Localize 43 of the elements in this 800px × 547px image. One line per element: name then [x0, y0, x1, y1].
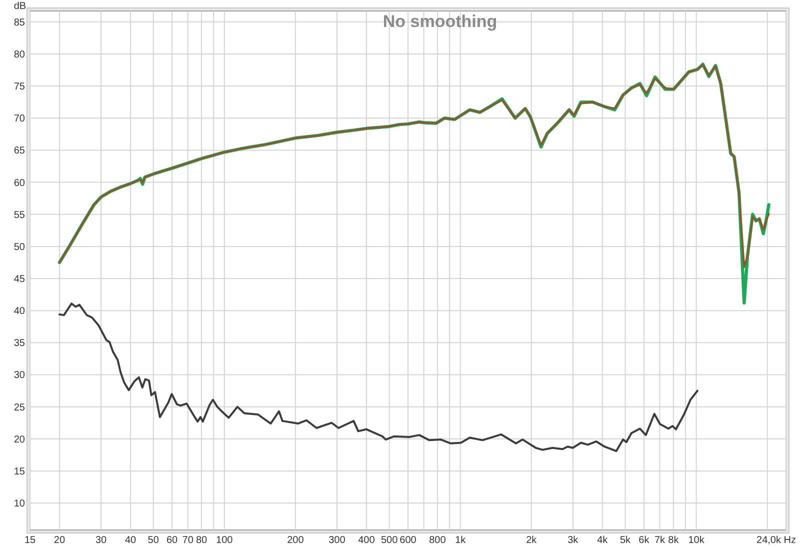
x-tick-label: 500 [380, 535, 398, 546]
x-tick-label: 300 [328, 535, 346, 546]
y-tick-label: 85 [14, 17, 26, 28]
x-tick-label: 400 [358, 535, 376, 546]
x-tick-label: 60 [166, 535, 178, 546]
y-tick-label: 50 [14, 242, 26, 253]
chart-title: No smoothing [382, 12, 498, 31]
y-tick-label: 70 [14, 114, 26, 125]
x-tick-label: 5k [620, 535, 632, 546]
x-tick-label: 2k [526, 535, 538, 546]
y-tick-label: 65 [14, 146, 26, 157]
x-tick-label: 10k [688, 535, 706, 546]
x-tick-label: 50 [148, 535, 160, 546]
y-tick-label: 80 [14, 49, 26, 60]
x-tick-label: 6k [638, 535, 650, 546]
x-tick-label: 4k [597, 535, 609, 546]
y-tick-label: 25 [14, 402, 26, 414]
y-tick-label: 15 [14, 466, 26, 478]
y-tick-label: 35 [14, 338, 26, 350]
x-tick-label: 80 [196, 535, 208, 546]
y-tick-label: 20 [14, 434, 26, 446]
y-tick-label: 30 [14, 370, 26, 382]
y-axis-title: dB [14, 1, 26, 12]
x-tick-label: 600 [400, 535, 417, 546]
y-tick-label: 60 [14, 178, 26, 189]
x-tick-label: 20 [54, 535, 66, 546]
x-tick-label: 8k [668, 535, 680, 546]
x-tick-label: 3k [568, 535, 580, 546]
x-tick-label: 40 [124, 535, 137, 546]
x-tick-label: 100 [216, 535, 234, 546]
y-tick-label: 55 [14, 210, 26, 221]
x-tick-label: 200 [287, 535, 304, 546]
x-tick-label: 1k [455, 535, 467, 546]
y-tick-label: 40 [14, 306, 26, 318]
x-tick-label: 24,0k Hz [756, 535, 796, 546]
x-tick-label: 15 [24, 535, 36, 546]
y-tick-label: 75 [14, 82, 26, 93]
x-tick-label: 7k [654, 535, 666, 546]
x-tick-label: 30 [95, 535, 108, 546]
y-tick-label: 45 [14, 274, 26, 286]
x-tick-label: 800 [429, 535, 446, 546]
x-tick-label: 70 [182, 535, 194, 546]
y-tick-label: 10 [14, 498, 26, 510]
